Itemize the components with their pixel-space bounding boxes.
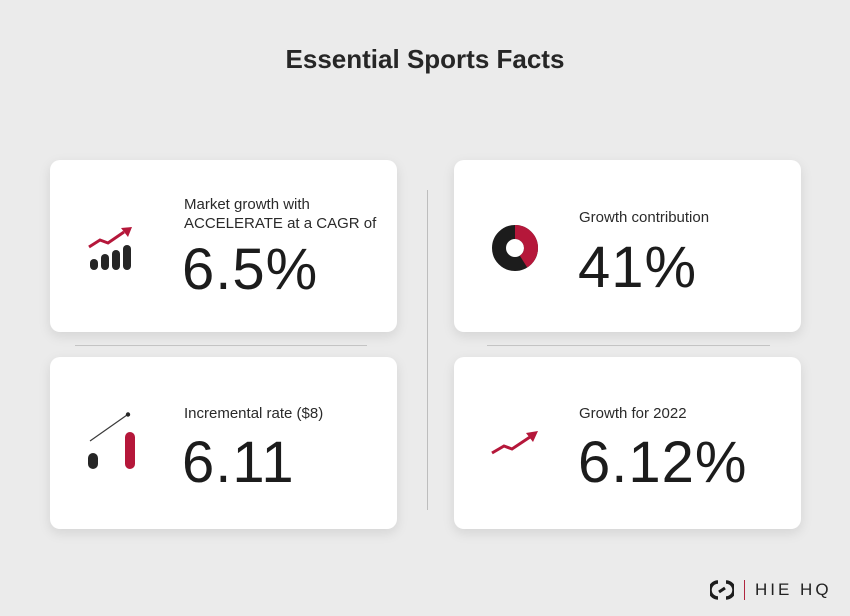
horizontal-divider-right: [487, 345, 770, 346]
card-label-line-2: ACCELERATE at a CAGR of: [184, 215, 377, 232]
card-label-line-1: Market growth with: [184, 196, 310, 213]
card-label: Growth for 2022: [579, 405, 687, 422]
brand-name: HIE HQ: [755, 580, 832, 599]
growth-bars-icon: [88, 227, 132, 270]
brand-logo: HIE HQ: [710, 578, 832, 602]
card-value: 6.11: [182, 430, 295, 495]
vertical-divider: [427, 190, 428, 510]
card-value: 6.5%: [182, 237, 319, 302]
fact-card-incremental-rate: Incremental rate ($8) 6.11: [50, 357, 397, 529]
card-value: 41%: [578, 235, 698, 300]
fact-card-market-growth: Market growth with ACCELERATE at a CAGR …: [50, 160, 397, 332]
page-title: Essential Sports Facts: [285, 44, 565, 74]
donut-chart-icon: [492, 225, 538, 271]
trend-arrow-icon: [491, 431, 538, 455]
card-value: 6.12%: [578, 430, 748, 495]
horizontal-divider-left: [75, 345, 367, 346]
incremental-bars-icon: [88, 412, 135, 469]
card-label: Incremental rate ($8): [184, 405, 324, 422]
brand-separator: [744, 580, 745, 600]
card-label: Market growth with ACCELERATE at a CAGR …: [184, 195, 389, 233]
fact-card-growth-contribution: Growth contribution 41%: [454, 160, 801, 332]
fact-card-growth-2022: Growth for 2022 6.12%: [454, 357, 801, 529]
brand-mark-icon: [710, 580, 734, 600]
card-label: Growth contribution: [579, 209, 710, 226]
